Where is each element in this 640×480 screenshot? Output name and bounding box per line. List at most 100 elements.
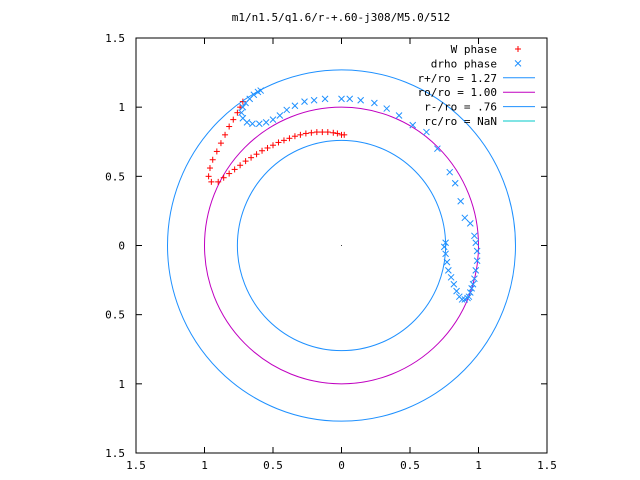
point-series-0-33	[230, 116, 237, 123]
point-series-1-7	[423, 128, 430, 136]
point-series-0-18	[248, 154, 255, 161]
y-axis: 1.5 1 0.5 0 0.5 1 1.5	[105, 32, 547, 460]
y-tick-label: 0.5	[105, 309, 125, 322]
point-series-0-10	[291, 133, 298, 140]
legend-key-0	[515, 46, 521, 52]
point-series-1-17	[473, 257, 481, 265]
point-series-0-22	[226, 170, 233, 177]
point-series-0-17	[253, 151, 260, 158]
point-series-1-52	[250, 91, 258, 99]
point-series-1-14	[471, 232, 478, 240]
point-series-1-54	[257, 87, 265, 94]
point-series-1-37	[310, 96, 318, 104]
point-series-1-43	[262, 119, 270, 126]
legend-label-2: r+/ro = 1.27	[418, 72, 497, 85]
point-series-1-48	[238, 109, 245, 117]
point-series-1-35	[442, 239, 449, 247]
point-series-1-38	[301, 98, 308, 105]
point-series-1-49	[239, 103, 247, 111]
point-series-0-34	[234, 109, 241, 116]
legend-label-5: rc/ro = NaN	[424, 115, 497, 128]
point-series-0-23	[220, 174, 227, 181]
point-series-0-25	[208, 178, 215, 185]
point-series-1-13	[466, 220, 474, 227]
point-series-0-9	[297, 131, 304, 138]
point-series-1-19	[471, 275, 478, 283]
point-series-0-26	[205, 173, 212, 180]
point-series-1-11	[457, 197, 465, 205]
point-series-0-35	[237, 104, 244, 111]
point-series-1-45	[249, 120, 256, 128]
point-series-1-4	[383, 105, 391, 112]
point-series-1-29	[450, 280, 458, 288]
point-series-1-9	[446, 168, 454, 176]
point-series-1-28	[453, 287, 460, 295]
point-series-1-3	[371, 99, 378, 107]
x-tick-label: 0.5	[400, 459, 420, 472]
origin-dot	[341, 245, 342, 246]
point-series-0-5	[319, 129, 326, 136]
series-markers	[205, 87, 481, 303]
x-tick-label: 0	[338, 459, 345, 472]
point-series-0-12	[280, 137, 287, 144]
point-series-0-31	[222, 131, 229, 138]
point-series-0-16	[259, 147, 266, 154]
y-tick-label: 1.5	[105, 32, 125, 45]
x-tick-label: 1.5	[126, 459, 146, 472]
point-series-1-1	[346, 95, 354, 103]
chart-title: m1/n1.5/q1.6/r-+.60-j308/M5.0/512	[232, 11, 451, 24]
y-tick-label: 1.5	[105, 447, 125, 460]
point-series-0-13	[275, 139, 282, 146]
point-series-1-21	[468, 285, 476, 292]
point-series-1-6	[409, 121, 417, 129]
point-series-1-5	[395, 112, 403, 119]
point-series-1-41	[276, 112, 284, 119]
legend-label-1: drho phase	[431, 57, 497, 70]
point-series-1-16	[473, 247, 481, 255]
point-series-1-47	[239, 114, 247, 122]
point-series-1-8	[434, 145, 441, 153]
y-tick-label: 1	[118, 101, 125, 114]
point-series-0-24	[215, 178, 222, 185]
point-series-0-8	[302, 130, 309, 137]
y-tick-label: 0.5	[105, 170, 125, 183]
point-series-1-25	[461, 296, 469, 303]
y-tick-label: 1	[118, 378, 125, 391]
point-series-0-7	[308, 129, 315, 136]
legend-key-1	[514, 60, 522, 67]
point-series-1-36	[321, 95, 329, 103]
point-series-0-2	[334, 130, 341, 137]
point-series-1-32	[443, 258, 451, 266]
x-tick-label: 1	[201, 459, 208, 472]
x-tick-label: 1.5	[537, 459, 557, 472]
point-series-0-30	[217, 140, 224, 147]
point-series-1-20	[469, 280, 477, 288]
point-series-1-27	[455, 293, 463, 301]
point-series-1-22	[466, 289, 474, 296]
point-series-0-27	[206, 165, 213, 172]
point-series-1-18	[472, 267, 480, 274]
point-series-0-29	[213, 148, 220, 155]
legend-label-0: W phase	[451, 43, 497, 56]
point-series-1-0	[338, 95, 345, 103]
point-series-1-40	[283, 106, 291, 114]
point-series-0-3	[330, 129, 337, 136]
point-series-1-15	[472, 239, 480, 247]
point-series-1-34	[440, 243, 448, 251]
y-tick-label: 0	[118, 240, 125, 253]
point-series-0-20	[237, 162, 244, 169]
point-series-1-44	[255, 120, 263, 128]
x-tick-label: 1	[475, 459, 482, 472]
x-axis: 1.5 1 0.5 0 0.5 1 1.5	[126, 38, 557, 472]
x-tick-label: 0.5	[263, 459, 283, 472]
point-series-0-6	[313, 129, 320, 136]
point-series-1-30	[447, 273, 455, 281]
point-series-0-14	[270, 142, 276, 149]
point-series-0-32	[226, 123, 233, 130]
point-series-0-1	[338, 131, 345, 138]
point-series-1-2	[357, 96, 365, 104]
circle-series-2	[167, 69, 516, 422]
point-series-0-19	[242, 158, 249, 165]
